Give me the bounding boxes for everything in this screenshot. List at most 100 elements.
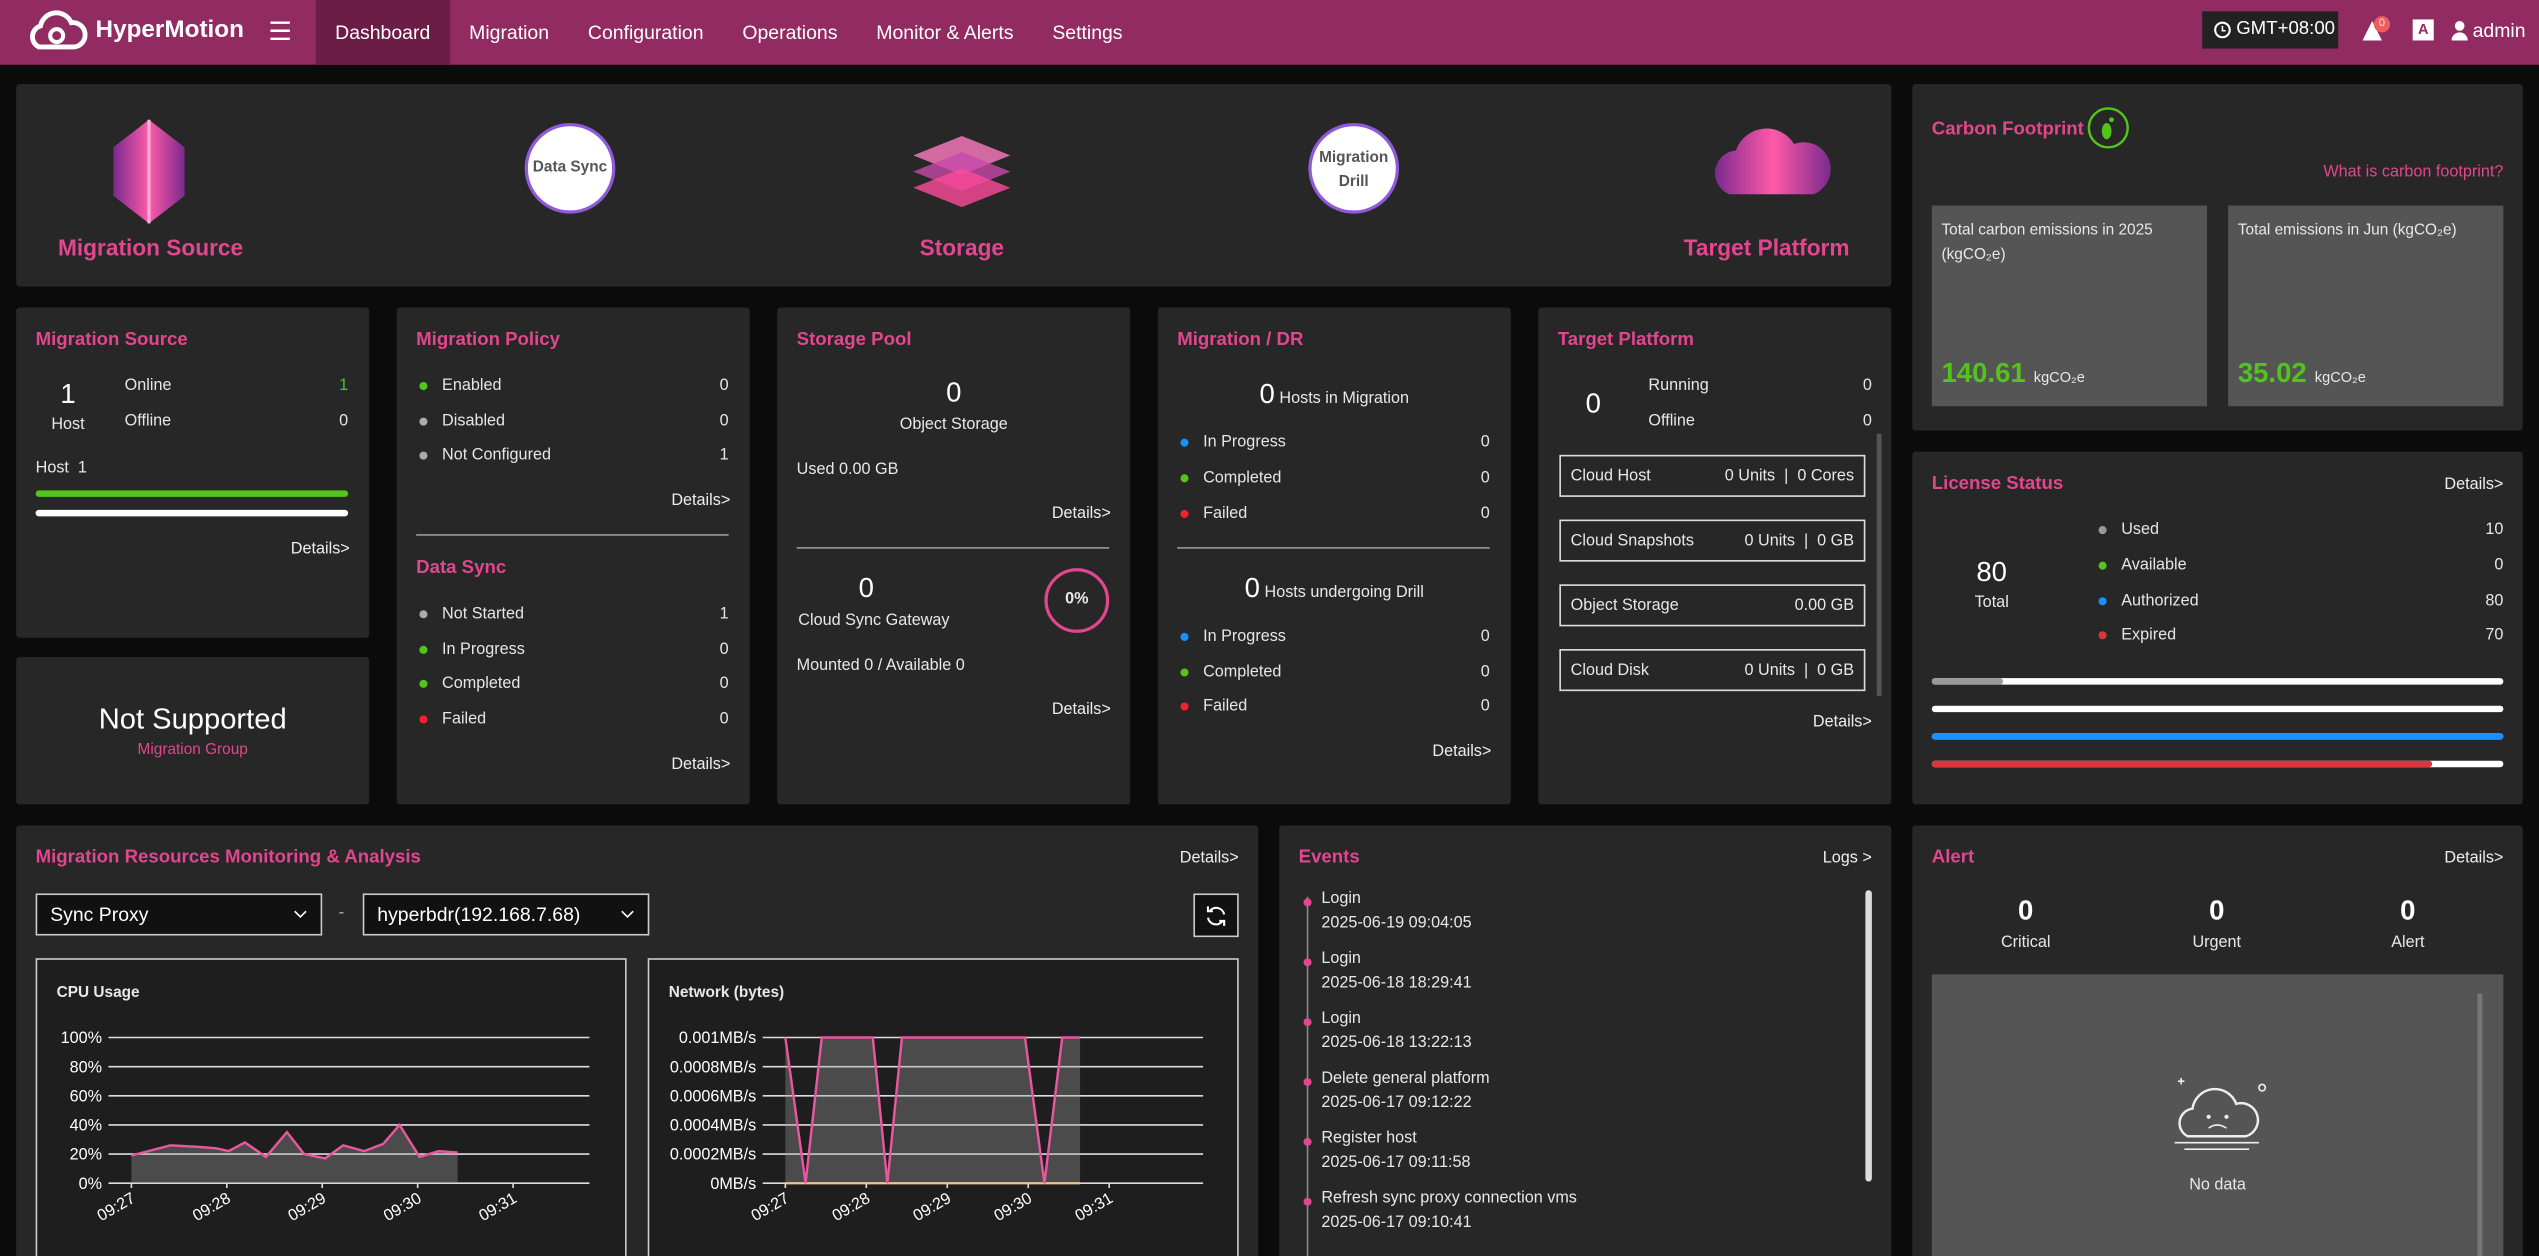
y-tick-label: 0.0006MB/s <box>670 1087 756 1105</box>
row-value: 0 <box>339 412 349 431</box>
row-value: 1 <box>719 605 729 624</box>
value: 140.61 <box>1941 357 2026 389</box>
select-host[interactable]: hyperbdr(192.168.7.68) <box>362 893 650 936</box>
drill-label: Migration Drill <box>1319 148 1389 191</box>
panel-title: Data Sync <box>416 558 507 578</box>
y-tick-label: 0% <box>79 1175 102 1193</box>
row-value: 0 <box>719 377 729 395</box>
event-title: Login <box>1321 950 1361 968</box>
row-value: 0 <box>719 674 729 693</box>
x-tick-label: 09:27 <box>748 1189 792 1225</box>
list-row: Completed 0 <box>419 674 729 693</box>
details-link[interactable]: Details> <box>1051 700 1111 719</box>
row-value: 0 <box>1862 377 1872 395</box>
event-time: 2025-06-17 09:11:58 <box>1321 1154 1471 1172</box>
area <box>131 1124 458 1184</box>
row-value: 0 <box>2494 556 2504 575</box>
panel-title: Migration Policy <box>416 330 560 350</box>
panel-title: Target Platform <box>1557 330 1694 350</box>
divider <box>796 547 1110 549</box>
panel-title: Carbon Footprint <box>1931 119 2084 140</box>
nav-item[interactable]: Monitor & Alerts <box>876 21 1014 44</box>
select-type[interactable]: Sync Proxy <box>35 893 323 936</box>
nav-item[interactable]: Operations <box>742 21 838 44</box>
row-label: Offline <box>1648 411 1695 430</box>
bar-label: Host 1 <box>36 460 87 478</box>
y-tick-label: 0.0002MB/s <box>670 1146 756 1164</box>
details-link[interactable]: Details> <box>2444 849 2504 868</box>
x-tick-label: 09:29 <box>285 1189 329 1225</box>
cpu-chart-box: CPU Usage 0% 20% 40% 60% 80% 100% 09:27 09:28 09:… <box>35 958 627 1256</box>
y-tick-label: 0.0008MB/s <box>670 1058 756 1076</box>
row-value: 10 <box>2485 521 2504 539</box>
x-tick-label: 09:28 <box>829 1189 873 1225</box>
nav-item[interactable]: Migration <box>469 21 550 44</box>
details-link[interactable]: Details> <box>1051 504 1111 523</box>
no-data-box: No data <box>1931 974 2504 1256</box>
migration-dr-panel: Migration / DR 0 Hosts in Migration 0 Ho… <box>1157 307 1511 805</box>
no-data: No data <box>2189 1176 2246 1195</box>
event-time: 2025-06-18 13:22:13 <box>1321 1034 1472 1053</box>
migration-group-panel: Not Supported Migration Group <box>16 657 370 805</box>
storage-label: Storage <box>919 234 1005 261</box>
value: 35.02 <box>2237 357 2307 389</box>
status-dot <box>1180 438 1189 447</box>
y-tick-label: 20% <box>70 1146 102 1164</box>
details-link[interactable]: Details> <box>1432 742 1492 761</box>
details-link[interactable]: Details> <box>671 492 731 510</box>
target-panel: Target Platform 0 Details> Running 0 Offli… <box>1538 307 1892 805</box>
box-value: 0.00 GB <box>1794 596 1855 615</box>
row-value: 80 <box>2485 591 2504 610</box>
details-link[interactable]: Details> <box>1179 849 1239 868</box>
user-icon <box>2451 21 2468 41</box>
resource-box: Cloud Disk 0 Units | 0 GB <box>1559 649 1866 692</box>
refresh-button[interactable] <box>1193 893 1239 938</box>
nav-item[interactable]: Configuration <box>587 21 704 44</box>
unit: kgCO₂e <box>2314 369 2366 386</box>
logs-link[interactable]: Logs > <box>1822 849 1872 868</box>
bell-icon[interactable] <box>2361 19 2384 42</box>
group-label: Migration Group <box>137 741 248 760</box>
status-dot <box>1180 667 1189 676</box>
alert-label: Urgent <box>2192 933 2242 952</box>
list-row: Expired 70 <box>2098 627 2503 645</box>
menu-icon[interactable] <box>269 19 292 42</box>
details-link[interactable]: Details> <box>671 755 731 774</box>
migration-source-panel: Migration Source 1 Host Host 1 Details> … <box>16 307 370 638</box>
row-label: Not Started <box>442 605 524 624</box>
area <box>785 1037 1081 1184</box>
nav-item[interactable]: Settings <box>1052 21 1123 44</box>
host-bar <box>35 490 349 497</box>
bar-value: 1 <box>77 459 87 478</box>
object-count: 0 <box>946 377 962 408</box>
box-label: Cloud Host <box>1570 466 1651 485</box>
status-dot <box>419 679 428 688</box>
footprint-icon <box>2087 107 2129 149</box>
language[interactable]: A <box>2412 19 2434 41</box>
group-status: Not Supported <box>98 702 287 735</box>
row-label: Offline <box>124 412 172 431</box>
y-tick-label: 80% <box>70 1058 102 1076</box>
status-dot <box>2098 526 2107 535</box>
details-link[interactable]: Details> <box>1812 713 1872 732</box>
box-value: 0 Units | 0 GB <box>1744 661 1855 679</box>
nav-item[interactable]: Dashboard <box>315 0 450 65</box>
carbon-link[interactable]: What is carbon footprint? <box>2323 163 2504 182</box>
row-value: 0 <box>719 640 729 658</box>
timezone[interactable]: GMT+08:00 <box>2202 11 2339 49</box>
row-value: 0 <box>1480 469 1490 488</box>
list-row: Not Configured 1 <box>419 447 729 465</box>
row-label: Failed <box>1203 697 1248 716</box>
target-label: Target Platform <box>1683 234 1850 261</box>
select-text: Sync Proxy <box>50 903 149 926</box>
data-sync-label: Data Sync <box>532 158 608 177</box>
details-link[interactable]: Details> <box>2444 475 2504 494</box>
details-link[interactable]: Details> <box>290 540 350 559</box>
status-dot <box>1180 509 1189 518</box>
user[interactable]: admin <box>2472 19 2526 43</box>
row-label: In Progress <box>1203 628 1286 646</box>
carbon-panel: Carbon Footprint What is carbon footprin… <box>1912 84 2523 431</box>
y-tick-label: 0MB/s <box>710 1175 756 1193</box>
bar-track <box>1931 705 2504 713</box>
row-value: 0 <box>719 709 729 728</box>
